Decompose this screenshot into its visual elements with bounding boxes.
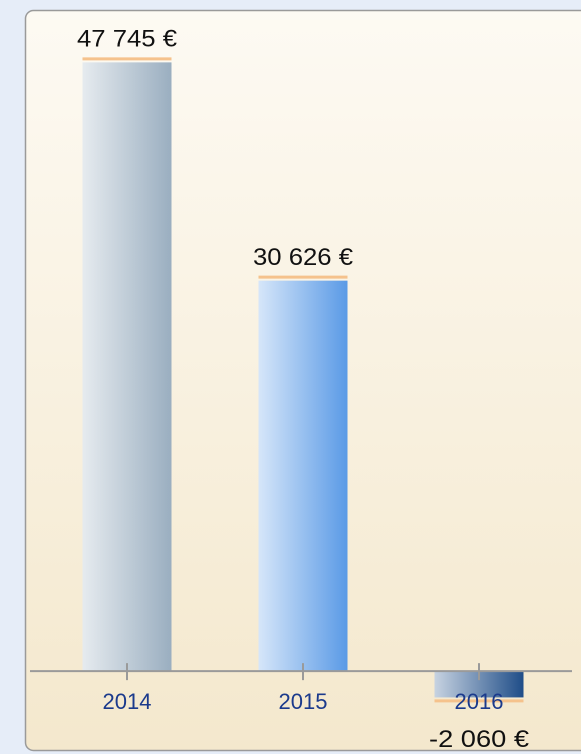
- x-tick-label: 2014: [103, 689, 152, 714]
- x-tick-label: 2015: [279, 689, 328, 714]
- data-label: -2 060 €: [429, 726, 530, 753]
- bar: [82, 62, 172, 672]
- x-tick-label: 2016: [455, 689, 504, 714]
- data-label: 47 745 €: [77, 26, 178, 53]
- data-label: 30 626 €: [253, 244, 354, 271]
- bar: [258, 280, 348, 672]
